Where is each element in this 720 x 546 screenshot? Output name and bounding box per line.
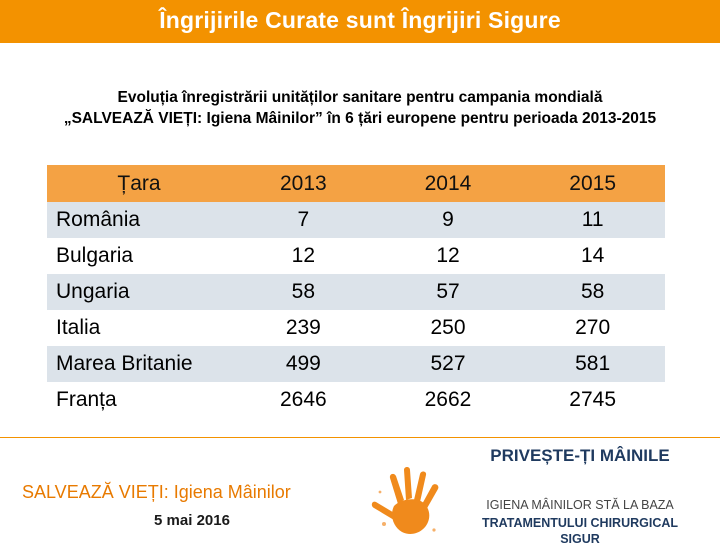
cell-country: Italia — [56, 316, 101, 339]
cell-country: Ungaria — [56, 280, 130, 303]
campaign-date: 5 mai 2016 — [154, 512, 230, 529]
caption-line-1: Evoluția înregistrării unităților sanita… — [117, 89, 603, 106]
cell-2015: 581 — [575, 352, 611, 375]
cell-2013: 7 — [297, 208, 310, 231]
header-bar: Îngrijirile Curate sunt Îngrijiri Sigure — [0, 0, 720, 43]
cell-2015: 14 — [580, 244, 605, 267]
cell-2014: 250 — [430, 316, 466, 339]
table-row: Ungaria 58 57 58 — [47, 274, 665, 310]
table-header-row: Țara 2013 2014 2015 — [47, 165, 665, 202]
cell-2014: 2662 — [424, 388, 472, 411]
table-row: Bulgaria 12 12 14 — [47, 238, 665, 274]
table-row: Marea Britanie 499 527 581 — [47, 346, 665, 382]
cell-2015: 270 — [575, 316, 611, 339]
cell-2013: 12 — [291, 244, 316, 267]
table-row: România 7 9 11 — [47, 202, 665, 238]
cell-country: Marea Britanie — [56, 352, 193, 375]
cell-2014: 527 — [430, 352, 466, 375]
hands-subtitle-line-3: SIGUR — [560, 532, 600, 546]
hands-title: PRIVEȘTE-ȚI MÂINILE — [490, 446, 670, 465]
cell-2014: 9 — [442, 208, 454, 231]
cell-2014: 57 — [436, 280, 460, 303]
hands-subtitle-line-1: IGIENA MÂINILOR STĂ LA BAZA — [486, 498, 674, 512]
cell-2013: 2646 — [279, 388, 327, 411]
hand-print-icon — [371, 467, 439, 534]
cell-2015: 2745 — [569, 388, 617, 411]
cell-country: România — [56, 208, 141, 231]
cell-country: Bulgaria — [56, 244, 134, 267]
cell-2015: 58 — [580, 280, 605, 303]
table-row: Italia 239 250 270 — [47, 310, 665, 346]
cell-2013: 239 — [285, 316, 321, 339]
cell-2013: 499 — [285, 352, 321, 375]
cell-2013: 58 — [291, 280, 316, 303]
column-header-2013: 2013 — [279, 171, 327, 195]
footer-divider — [0, 437, 720, 438]
column-header-2015: 2015 — [569, 171, 617, 195]
page-title: Îngrijirile Curate sunt Îngrijiri Sigure — [159, 7, 561, 33]
hands-subtitle-line-2: TRATAMENTULUI CHIRURGICAL — [481, 516, 679, 530]
column-header-2014: 2014 — [424, 171, 472, 195]
table-row: Franța 2646 2662 2745 — [47, 382, 665, 418]
caption-line-2: „SALVEAZĂ VIEȚI: Igiena Mâinilor” în 6 ț… — [63, 110, 657, 127]
campaign-title: SALVEAZĂ VIEȚI: Igiena Mâinilor — [22, 482, 291, 502]
registration-table: Țara 2013 2014 2015 România 7 9 11 Bulga… — [47, 165, 665, 418]
cell-2015: 11 — [581, 208, 604, 231]
cell-2014: 12 — [436, 244, 460, 267]
cell-country: Franța — [56, 388, 117, 411]
column-header-country: Țara — [117, 171, 161, 195]
table-caption: Evoluția înregistrării unităților sanita… — [0, 87, 720, 129]
